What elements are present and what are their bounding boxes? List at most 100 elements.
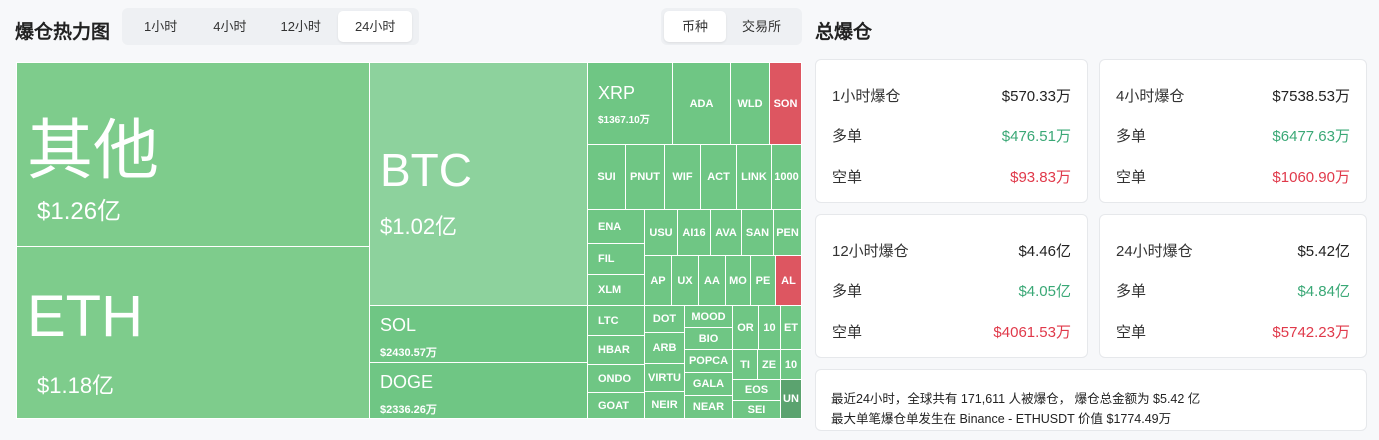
tile-symbol: PE: [755, 274, 771, 287]
tile-ze[interactable]: ZE: [757, 349, 781, 380]
tile-symbol: GALA: [692, 378, 725, 390]
tile-symbol: UX: [677, 274, 693, 287]
tile-symbol: AI16: [682, 226, 706, 239]
tile-arb[interactable]: ARB: [644, 332, 685, 364]
tile-symbol: BIO: [698, 332, 719, 345]
tile-ap[interactable]: AP: [644, 255, 672, 306]
tile-ena[interactable]: ENA: [587, 209, 645, 244]
card-1h: 1小时爆仓 $570.33万 多单 $476.51万 空单 $93.83万: [815, 59, 1088, 203]
summary-note: 最近24小时，全球共有 171,611 人被爆仓， 爆仓总金额为 $5.42 亿…: [815, 369, 1367, 431]
tile-10b[interactable]: 10: [780, 349, 802, 380]
tile-gala[interactable]: GALA: [684, 372, 733, 396]
tile-fil[interactable]: FIL: [587, 243, 645, 275]
tile-xlm[interactable]: XLM: [587, 274, 645, 306]
tile-pnut[interactable]: PNUT: [625, 144, 665, 210]
tile-sui[interactable]: SUI: [587, 144, 626, 210]
tile-btc[interactable]: BTC $1.02亿: [369, 62, 588, 306]
tile-et[interactable]: ET: [780, 305, 802, 350]
tile-dot[interactable]: DOT: [644, 305, 685, 333]
tile-ondo[interactable]: ONDO: [587, 364, 645, 393]
tab-24h[interactable]: 24小时: [337, 11, 413, 42]
tile-goat[interactable]: GOAT: [587, 392, 645, 419]
tile-al[interactable]: AL: [775, 255, 802, 306]
tile-mood[interactable]: MOOD: [684, 305, 733, 328]
long-label: 多单: [832, 283, 863, 300]
tile-popca[interactable]: POPCA: [684, 349, 733, 373]
time-range-tabs: 1小时 4小时 12小时 24小时: [122, 8, 419, 45]
tile-symbol: NEIR: [651, 399, 678, 411]
long-label: 多单: [832, 128, 863, 145]
tile-pe[interactable]: PE: [750, 255, 776, 306]
tile-value: $1367.10万: [598, 115, 650, 126]
short-amount: $93.83万: [1010, 169, 1071, 186]
tile-symbol: WLD: [737, 97, 763, 110]
tile-symbol: MOOD: [691, 310, 726, 323]
tile-act[interactable]: ACT: [700, 144, 737, 210]
tile-symbol: ZE: [761, 358, 777, 371]
tile-mo[interactable]: MO: [725, 255, 751, 306]
tile-symbol: PEN: [776, 226, 799, 239]
tab-1h[interactable]: 1小时: [144, 19, 178, 34]
tab-exchange[interactable]: 交易所: [742, 19, 782, 34]
tile-pen[interactable]: PEN: [773, 209, 802, 256]
tile-ux[interactable]: UX: [671, 255, 699, 306]
tile-symbol: MO: [729, 274, 747, 287]
tile-eos[interactable]: EOS: [732, 379, 781, 401]
tile-aa[interactable]: AA: [698, 255, 726, 306]
tile-ai16[interactable]: AI16: [677, 209, 711, 256]
tile-virtu[interactable]: VIRTU: [644, 363, 685, 392]
tile-10a[interactable]: 10: [758, 305, 781, 350]
card-total: $4.46亿: [1018, 243, 1071, 260]
tile-symbol: 10: [784, 358, 798, 371]
tile-symbol: AP: [650, 274, 666, 287]
tile-symbol: USU: [649, 226, 673, 239]
tile-1000[interactable]: 1000: [771, 144, 802, 210]
tile-xrp[interactable]: XRP $1367.10万: [587, 62, 673, 145]
tile-ltc[interactable]: LTC: [587, 305, 645, 336]
tile-san[interactable]: SAN: [741, 209, 774, 256]
tile-or[interactable]: OR: [732, 305, 759, 350]
tab-4h[interactable]: 4小时: [213, 19, 247, 34]
tile-sol[interactable]: SOL $2430.57万: [369, 305, 588, 363]
tile-doge[interactable]: DOGE $2336.26万: [369, 362, 588, 419]
tile-ada[interactable]: ADA: [672, 62, 731, 145]
tile-hbar[interactable]: HBAR: [587, 335, 645, 365]
tab-12h[interactable]: 12小时: [280, 19, 321, 34]
tile-ava[interactable]: AVA: [710, 209, 742, 256]
group-tabs: 币种 交易所: [661, 8, 802, 45]
tab-coin[interactable]: 币种: [664, 11, 727, 42]
tile-wld[interactable]: WLD: [730, 62, 770, 145]
total-liquidation-title: 总爆仓: [815, 22, 873, 43]
tile-link[interactable]: LINK: [736, 144, 772, 210]
tile-symbol: POPCA: [688, 355, 729, 367]
tile-sei[interactable]: SEI: [732, 400, 781, 419]
tile-bio[interactable]: BIO: [684, 327, 733, 350]
heatmap-title: 爆仓热力图: [15, 22, 111, 43]
short-amount: $4061.53万: [993, 324, 1071, 341]
long-label: 多单: [1116, 128, 1147, 145]
tile-symbol: ENA: [598, 220, 622, 233]
tile-symbol: HBAR: [598, 344, 630, 356]
note-line-1: 最近24小时，全球共有 171,611 人被爆仓， 爆仓总金额为 $5.42 亿: [831, 392, 1201, 406]
tile-symbol: 10: [763, 321, 776, 334]
short-amount: $1060.90万: [1272, 169, 1350, 186]
tile-value: $1.26亿: [37, 198, 122, 225]
tile-near[interactable]: NEAR: [684, 395, 733, 419]
tile-symbol: EOS: [744, 384, 769, 396]
card-label: 4小时爆仓: [1116, 88, 1185, 105]
tile-symbol: FIL: [598, 253, 615, 265]
tile-value: $1.18亿: [37, 373, 115, 398]
tile-wif[interactable]: WIF: [664, 144, 701, 210]
tile-ti[interactable]: TI: [732, 349, 758, 380]
tile-usu[interactable]: USU: [644, 209, 678, 256]
tile-neir[interactable]: NEIR: [644, 391, 685, 419]
tile-symbol: DOGE: [380, 372, 434, 392]
tile-symbol: ET: [783, 321, 799, 334]
short-label: 空单: [1116, 169, 1147, 186]
tile-eth[interactable]: ETH $1.18亿: [16, 246, 370, 419]
tile-other[interactable]: 其他 $1.26亿: [16, 62, 370, 247]
tile-symbol: DOT: [652, 313, 677, 325]
tile-symbol: SOL: [380, 315, 417, 335]
tile-son[interactable]: SON: [769, 62, 802, 145]
tile-un[interactable]: UN: [780, 379, 802, 419]
